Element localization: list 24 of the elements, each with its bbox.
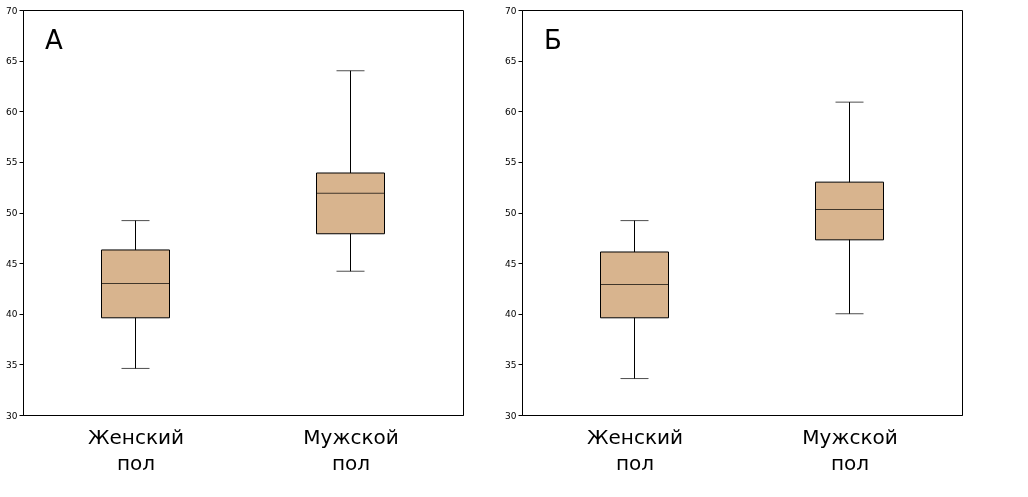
y-tick-label: 60 bbox=[6, 106, 18, 117]
y-tick-label: 40 bbox=[6, 309, 18, 320]
y-tick-label: 35 bbox=[505, 359, 517, 370]
y-tick-label: 45 bbox=[6, 258, 18, 269]
x-tick-label: Мужской пол bbox=[303, 424, 399, 475]
y-tick-label: 70 bbox=[6, 5, 18, 16]
x-tick-label: Мужской пол bbox=[802, 424, 898, 475]
annotation: A bbox=[45, 25, 63, 55]
annotation: Б bbox=[544, 25, 562, 55]
y-tick-label: 65 bbox=[6, 56, 18, 67]
y-tick-label: 35 bbox=[6, 359, 18, 370]
y-tick-label: 55 bbox=[505, 157, 517, 168]
y-tick-label: 50 bbox=[505, 208, 517, 218]
y-tick-label: 60 bbox=[505, 106, 517, 117]
y-tick-label: 50 bbox=[6, 208, 18, 218]
y-tick-label: 40 bbox=[505, 309, 517, 320]
y-tick-label: 30 bbox=[6, 410, 18, 421]
y-tick-label: 55 bbox=[6, 157, 18, 168]
y-tick-label: 65 bbox=[505, 56, 517, 67]
x-tick-label: Женский пол bbox=[587, 424, 683, 475]
x-tick-label: Женский пол bbox=[88, 424, 184, 475]
y-tick-label: 70 bbox=[505, 5, 517, 16]
y-tick-label: 45 bbox=[505, 258, 517, 269]
y-tick-label: 30 bbox=[505, 410, 517, 421]
